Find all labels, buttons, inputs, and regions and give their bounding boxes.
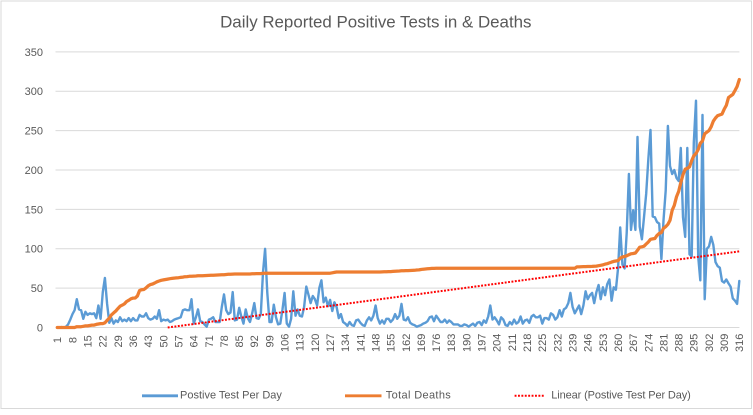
svg-text:239: 239 — [568, 334, 580, 352]
svg-text:0: 0 — [37, 322, 43, 334]
svg-text:43: 43 — [143, 335, 155, 347]
svg-text:197: 197 — [477, 334, 489, 352]
svg-text:134: 134 — [340, 334, 352, 352]
svg-text:350: 350 — [25, 47, 43, 59]
svg-text:225: 225 — [537, 334, 549, 352]
svg-text:141: 141 — [355, 334, 367, 352]
svg-text:92: 92 — [249, 335, 261, 347]
svg-text:204: 204 — [492, 334, 504, 352]
svg-text:22: 22 — [98, 335, 110, 347]
svg-text:155: 155 — [386, 334, 398, 352]
svg-text:211: 211 — [507, 334, 519, 352]
svg-text:64: 64 — [189, 335, 201, 347]
svg-text:176: 176 — [431, 334, 443, 352]
svg-text:246: 246 — [583, 334, 595, 352]
svg-text:Total Deaths: Total Deaths — [386, 390, 451, 402]
svg-text:Daily Reported Positive Tests: Daily Reported Positive Tests in & Death… — [220, 12, 531, 31]
svg-text:57: 57 — [173, 335, 185, 347]
svg-text:316: 316 — [734, 334, 746, 352]
svg-text:50: 50 — [158, 335, 170, 347]
svg-text:162: 162 — [401, 334, 413, 352]
svg-text:113: 113 — [295, 334, 307, 352]
svg-text:200: 200 — [25, 165, 43, 177]
svg-text:106: 106 — [280, 334, 292, 352]
svg-text:99: 99 — [264, 335, 276, 347]
svg-text:78: 78 — [219, 335, 231, 347]
svg-text:120: 120 — [310, 334, 322, 352]
svg-text:218: 218 — [522, 334, 534, 352]
svg-text:29: 29 — [113, 335, 125, 347]
svg-text:127: 127 — [325, 334, 337, 352]
svg-text:Linear (Postive Test Per Day): Linear (Postive Test Per Day) — [551, 390, 690, 402]
svg-text:232: 232 — [552, 334, 564, 352]
svg-text:281: 281 — [658, 334, 670, 352]
svg-text:148: 148 — [371, 334, 383, 352]
svg-text:100: 100 — [25, 244, 43, 256]
svg-text:169: 169 — [416, 334, 428, 352]
svg-text:295: 295 — [689, 334, 701, 352]
svg-text:274: 274 — [643, 334, 655, 352]
svg-text:183: 183 — [446, 334, 458, 352]
svg-text:190: 190 — [461, 334, 473, 352]
svg-text:85: 85 — [234, 335, 246, 347]
svg-text:260: 260 — [613, 334, 625, 352]
svg-text:250: 250 — [25, 126, 43, 138]
svg-text:288: 288 — [674, 334, 686, 352]
svg-text:15: 15 — [83, 335, 95, 347]
svg-text:71: 71 — [204, 335, 216, 347]
svg-text:309: 309 — [719, 334, 731, 352]
svg-text:302: 302 — [704, 334, 716, 352]
svg-text:253: 253 — [598, 334, 610, 352]
svg-text:300: 300 — [25, 86, 43, 98]
svg-text:Postive Test Per Day: Postive Test Per Day — [180, 390, 282, 402]
svg-text:150: 150 — [25, 204, 43, 216]
svg-text:50: 50 — [31, 283, 43, 295]
svg-text:267: 267 — [628, 334, 640, 352]
svg-text:1: 1 — [52, 337, 64, 343]
svg-text:8: 8 — [67, 337, 79, 343]
svg-text:36: 36 — [128, 335, 140, 347]
